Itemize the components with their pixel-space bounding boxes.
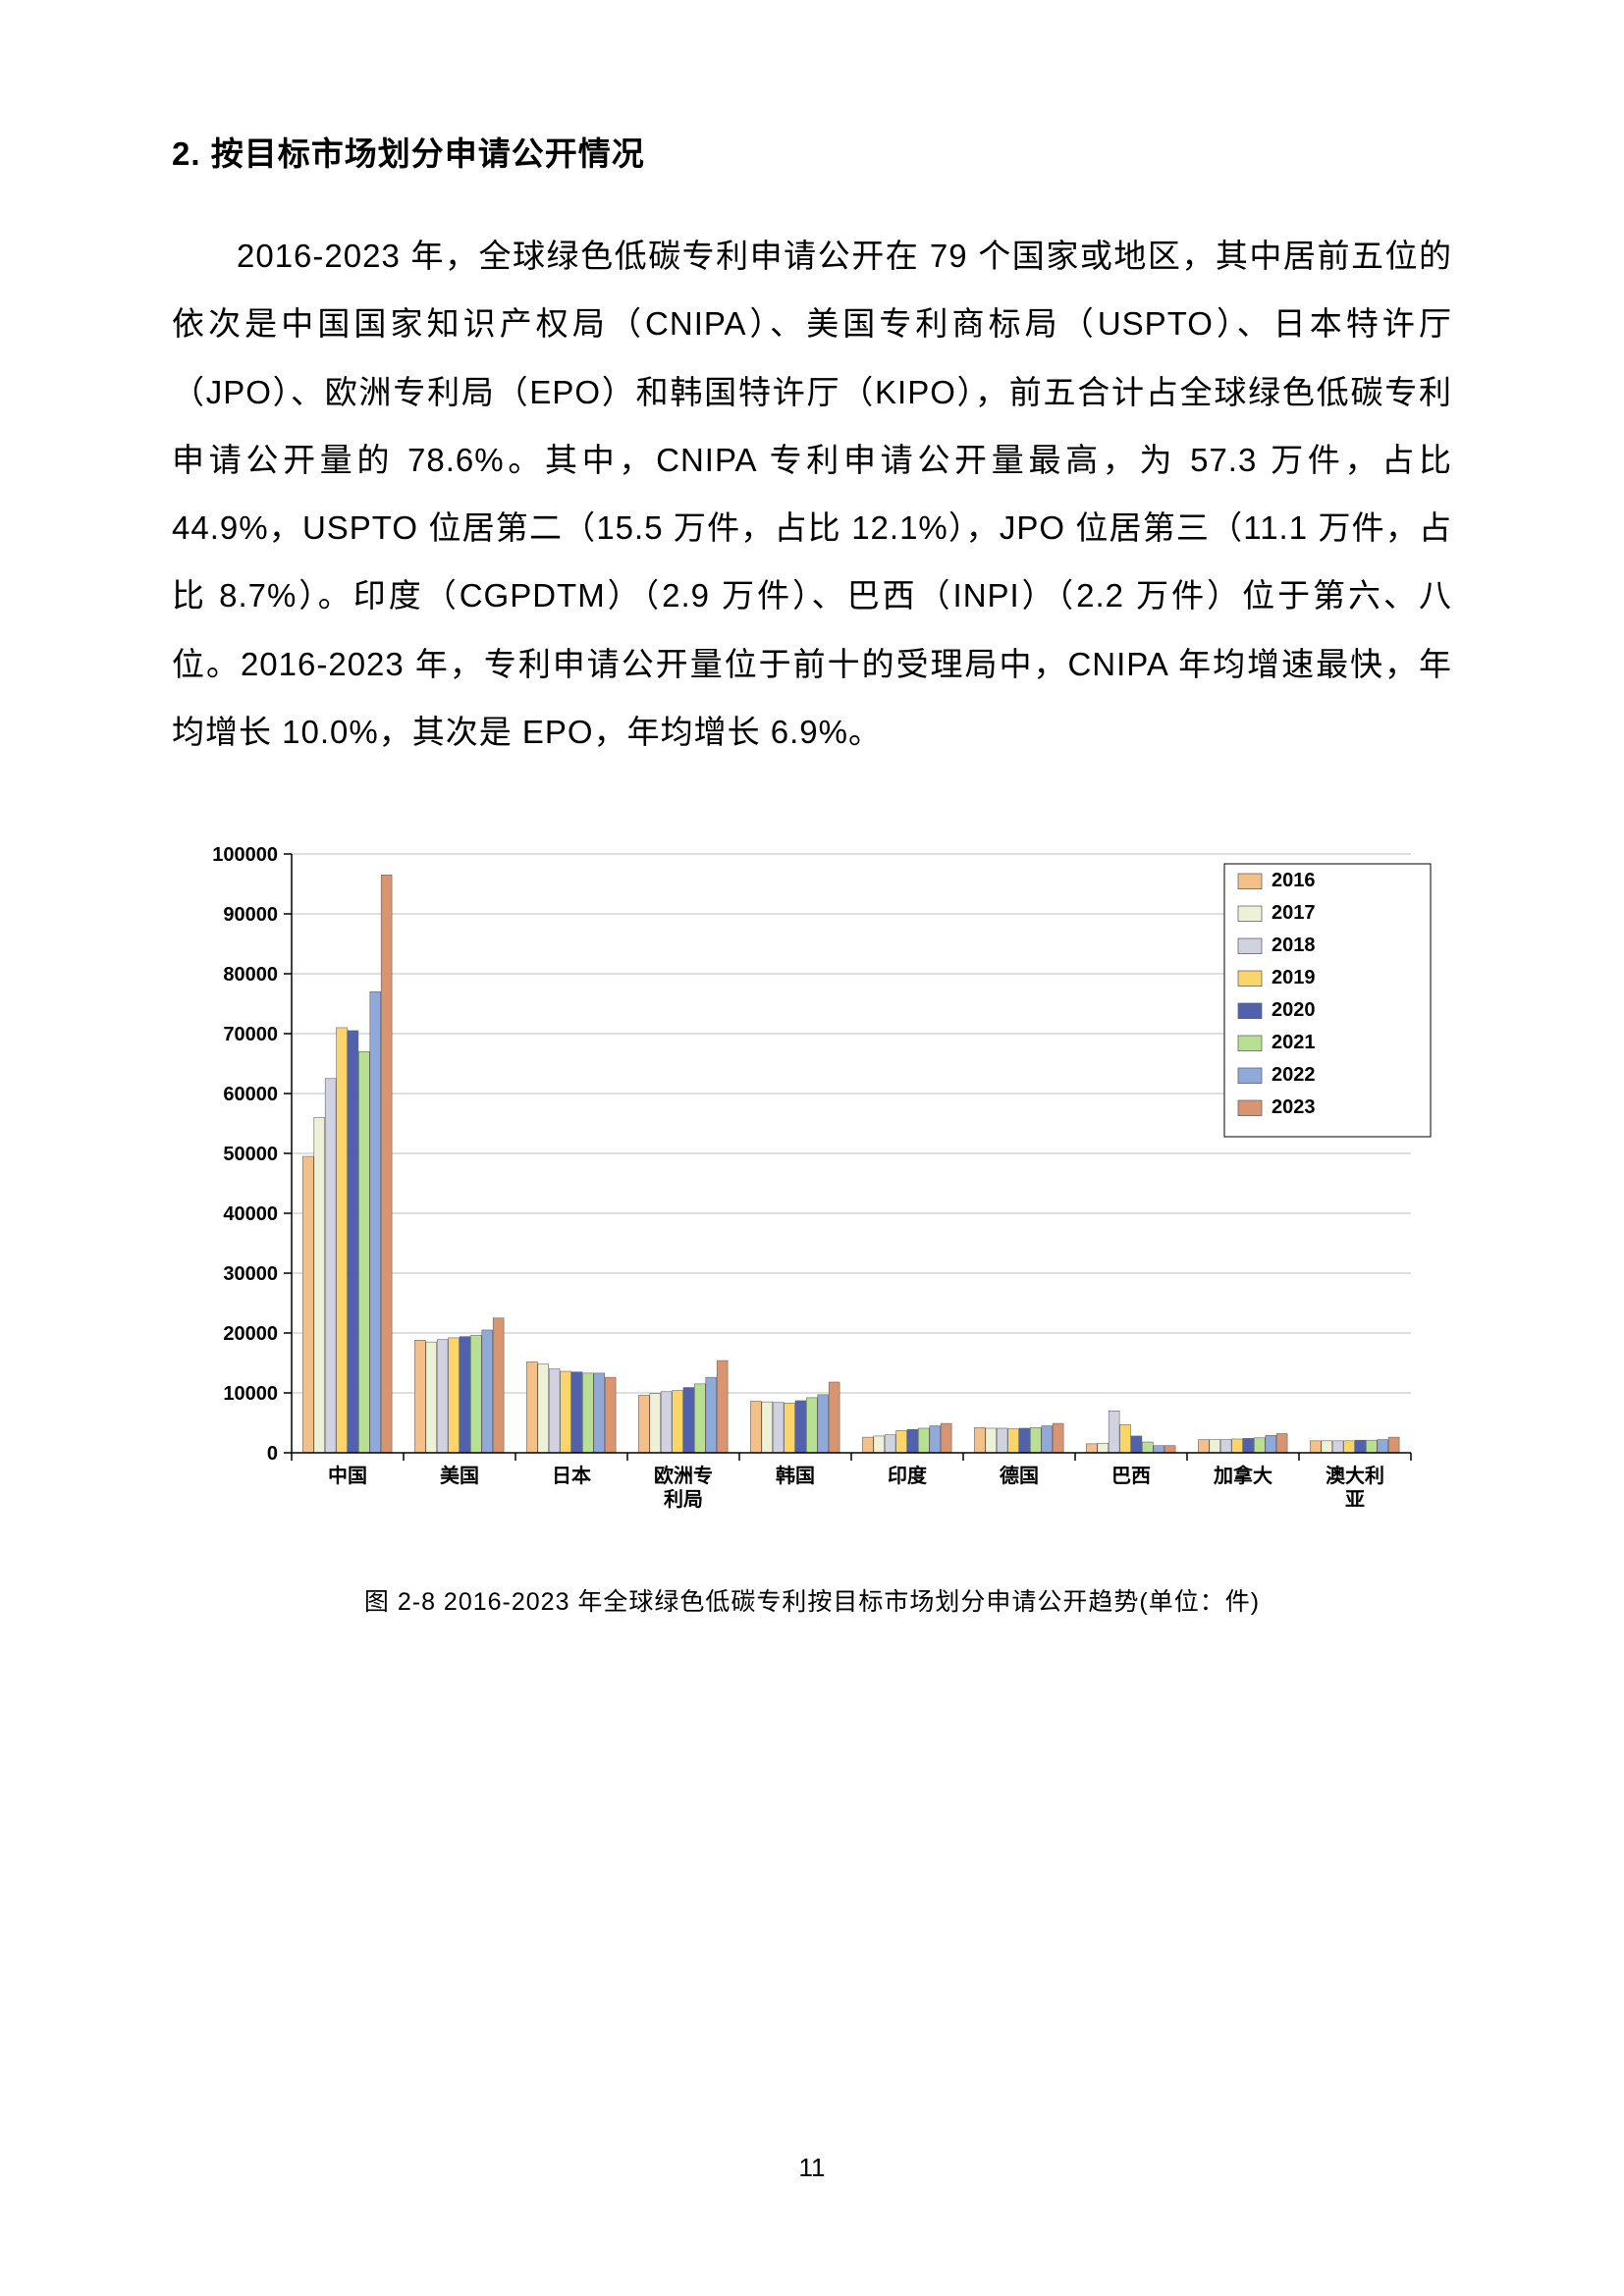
svg-text:70000: 70000: [223, 1024, 278, 1045]
svg-text:2020: 2020: [1272, 1000, 1316, 1022]
svg-text:50000: 50000: [223, 1144, 278, 1165]
body-paragraph: 2016-2023 年，全球绿色低碳专利申请公开在 79 个国家或地区，其中居前…: [172, 222, 1452, 766]
svg-text:巴西: 巴西: [1111, 1466, 1151, 1487]
svg-text:2023: 2023: [1272, 1097, 1316, 1119]
svg-text:60000: 60000: [223, 1084, 278, 1105]
svg-text:印度: 印度: [888, 1464, 928, 1487]
chart-caption: 图 2-8 2016-2023 年全球绿色低碳专利按目标市场划分申请公开趋势(单…: [364, 1582, 1260, 1618]
svg-text:美国: 美国: [440, 1464, 479, 1487]
svg-text:韩国: 韩国: [776, 1464, 815, 1487]
svg-text:亚: 亚: [1345, 1489, 1365, 1511]
svg-text:日本: 日本: [552, 1465, 591, 1487]
bar-chart: 0 10000 20000 30000 40000 50000 60000 70000 8000…: [174, 834, 1450, 1541]
svg-text:2022: 2022: [1272, 1065, 1316, 1087]
svg-text:2016: 2016: [1272, 871, 1316, 892]
svg-text:30000: 30000: [223, 1263, 278, 1285]
svg-text:利局: 利局: [664, 1488, 703, 1511]
svg-text:2021: 2021: [1272, 1033, 1316, 1054]
svg-text:90000: 90000: [223, 904, 278, 926]
page-number: 11: [0, 2153, 1624, 2183]
svg-text:2018: 2018: [1272, 935, 1316, 957]
svg-text:20000: 20000: [223, 1323, 278, 1345]
svg-text:2019: 2019: [1272, 968, 1316, 989]
chart-container: 0 10000 20000 30000 40000 50000 60000 70000 8000…: [172, 834, 1452, 1618]
svg-text:40000: 40000: [223, 1203, 278, 1225]
svg-text:德国: 德国: [1000, 1464, 1039, 1487]
svg-text:0: 0: [267, 1443, 278, 1465]
svg-text:加拿大: 加拿大: [1213, 1464, 1272, 1487]
svg-text:80000: 80000: [223, 964, 278, 986]
section-heading: 2. 按目标市场划分申请公开情况: [172, 128, 1452, 175]
svg-text:欧洲专: 欧洲专: [654, 1464, 713, 1487]
svg-text:10000: 10000: [223, 1383, 278, 1405]
svg-text:澳大利: 澳大利: [1326, 1464, 1384, 1487]
svg-text:2017: 2017: [1272, 903, 1316, 925]
svg-text:100000: 100000: [212, 844, 278, 866]
page-container: 2. 按目标市场划分申请公开情况 2016-2023 年，全球绿色低碳专利申请公…: [0, 0, 1624, 2296]
svg-text:中国: 中国: [328, 1464, 367, 1487]
